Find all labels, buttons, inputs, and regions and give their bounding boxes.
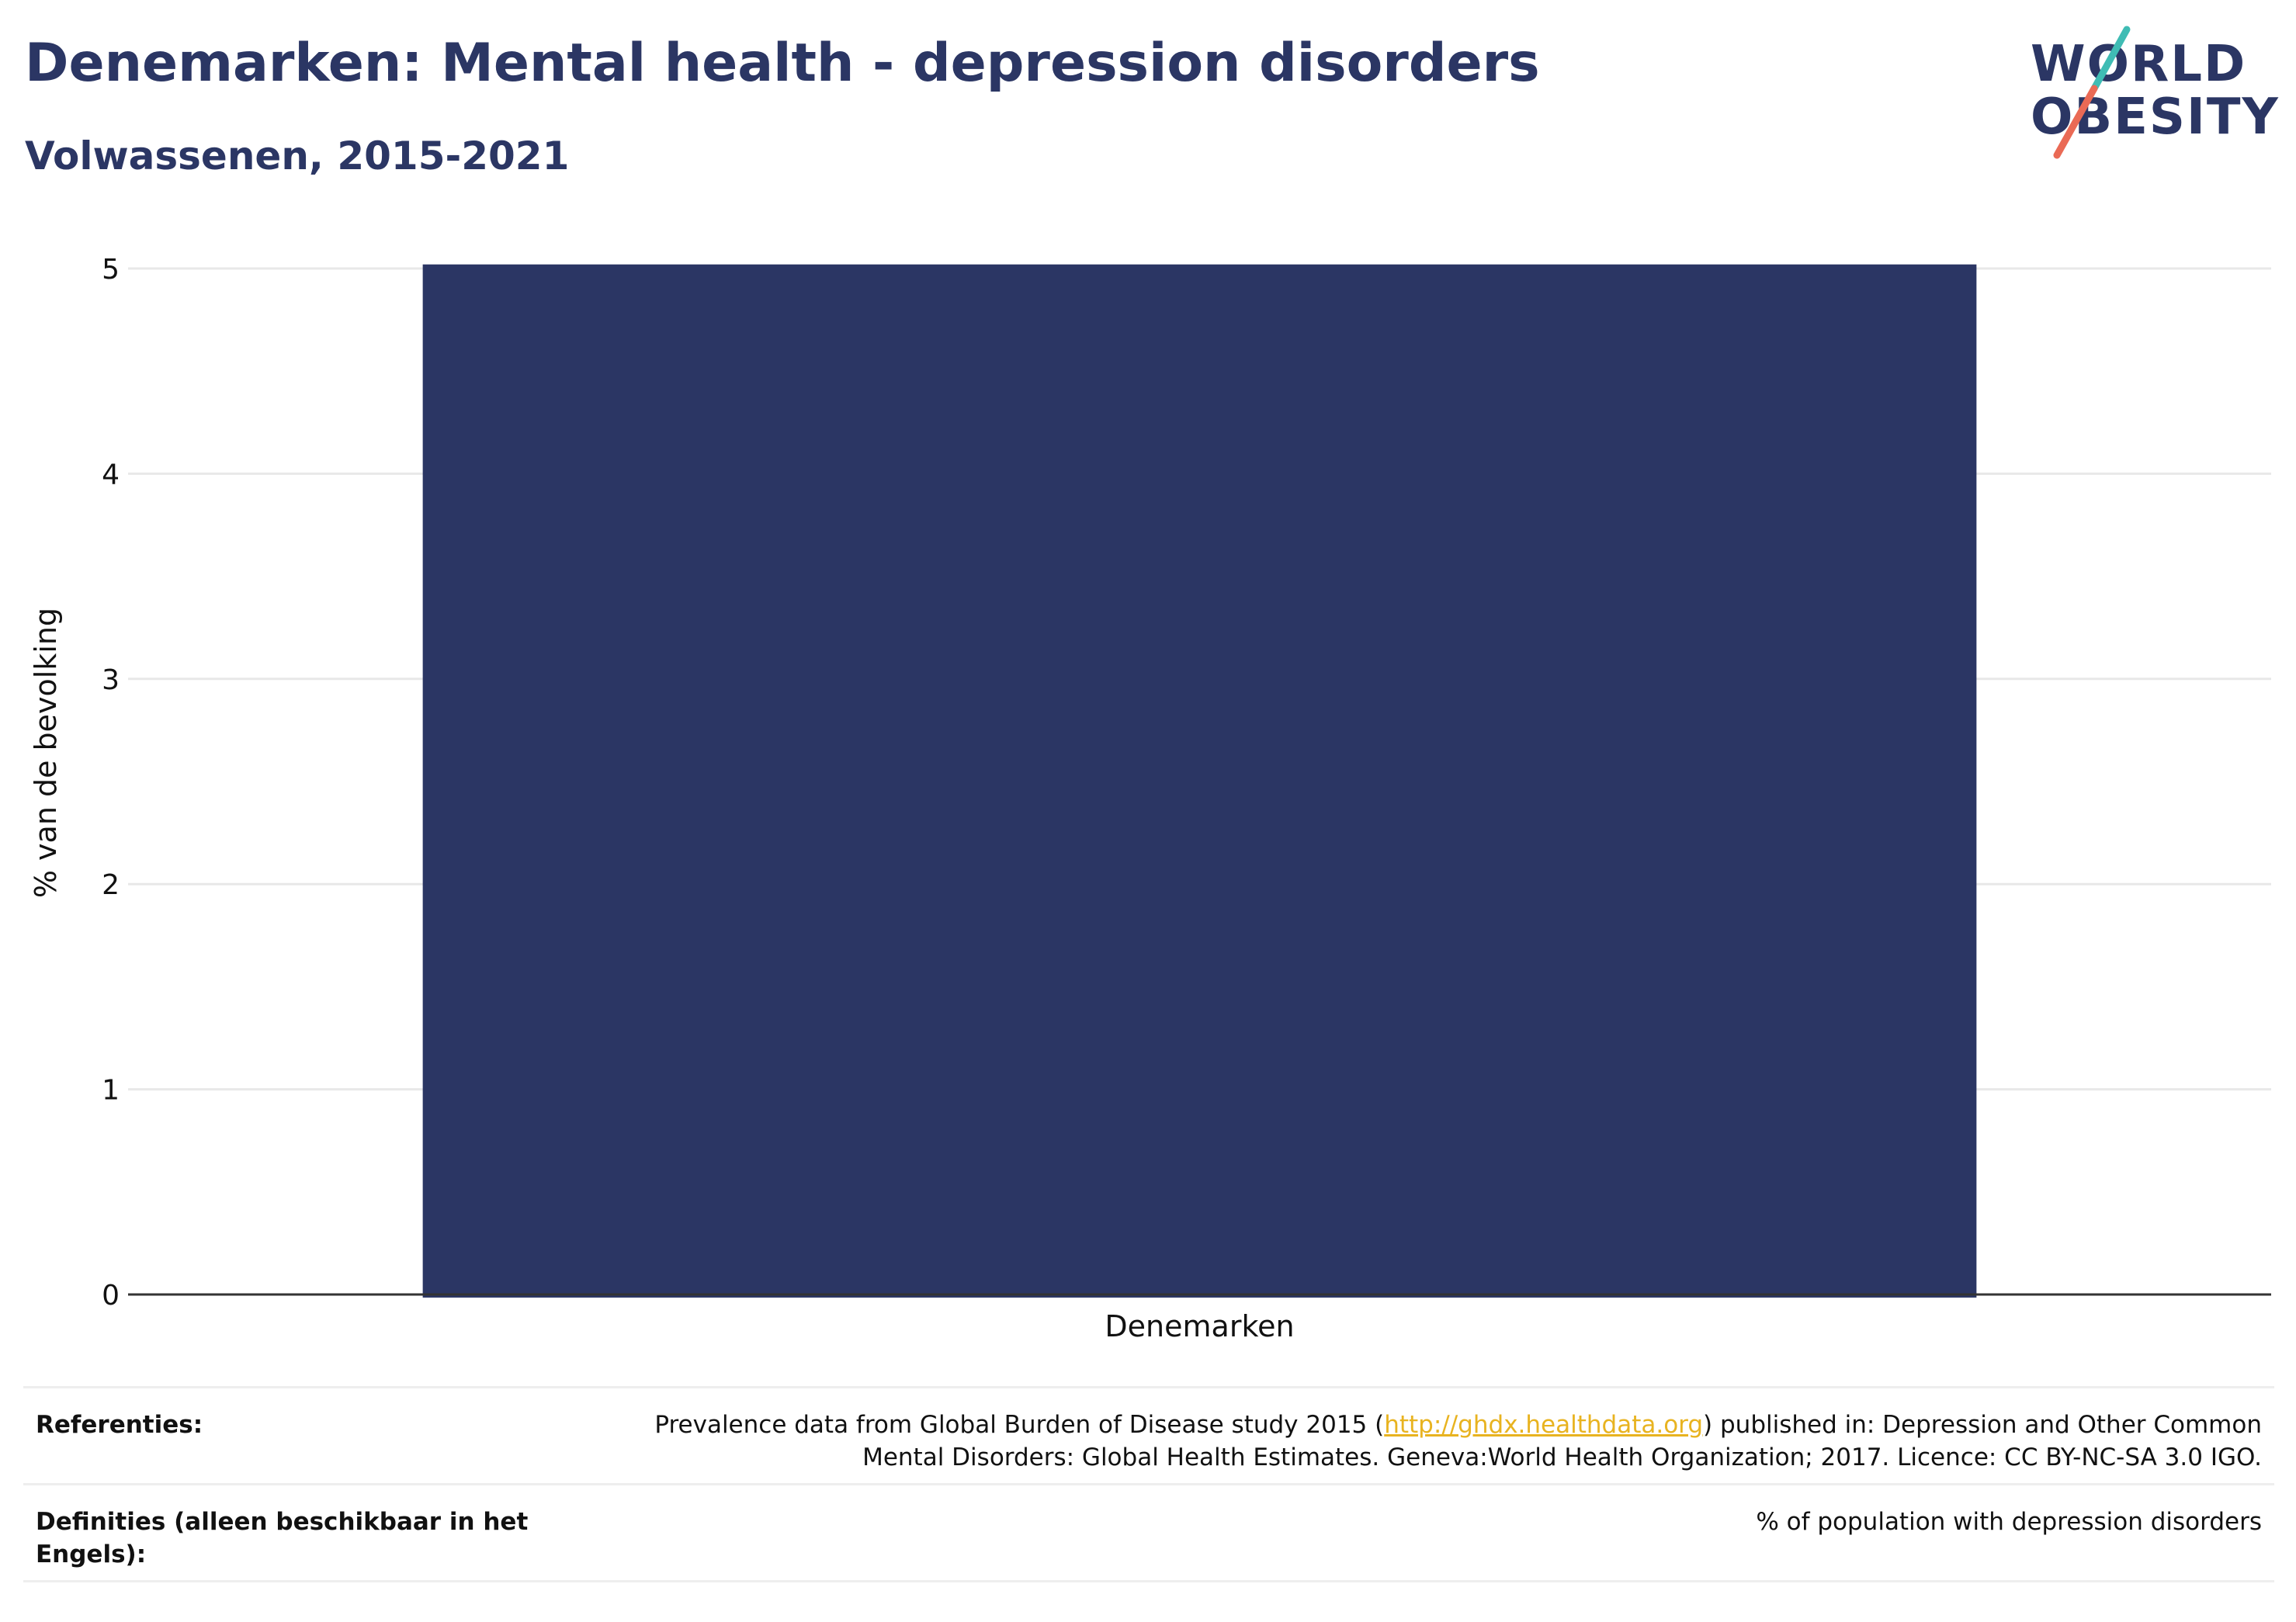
references-label: Referenties: bbox=[36, 1411, 203, 1439]
footer-divider bbox=[23, 1386, 2274, 1388]
bar-chart: 0 1 2 3 4 5 Denemarken % van de bevolking bbox=[29, 254, 2271, 1343]
logo-word-world: WORLD bbox=[2031, 36, 2247, 93]
bar-denemarken bbox=[422, 264, 1977, 1298]
definitions-text: % of population with depression disorder… bbox=[1756, 1508, 2262, 1536]
references-text-1: Prevalence data from Global Burden of Di… bbox=[654, 1411, 1385, 1439]
chart-title: Denemarken: Mental health - depression d… bbox=[25, 33, 1540, 94]
footer-divider bbox=[23, 1580, 2274, 1582]
y-tick-label: 2 bbox=[102, 869, 120, 901]
references-text-3: Mental Disorders: Global Health Estimate… bbox=[862, 1444, 2262, 1471]
y-tick-label: 3 bbox=[102, 664, 120, 696]
chart-subtitle: Volwassenen, 2015-2021 bbox=[25, 133, 570, 178]
definitions-row: Definities (alleen beschikbaar in het En… bbox=[23, 1485, 2274, 1580]
footer-divider bbox=[23, 1483, 2274, 1485]
logo-word-obesity: OBESITY bbox=[2031, 88, 2280, 146]
world-obesity-logo: WORLD OBESITY bbox=[2018, 23, 2282, 163]
references-row: Referenties: Prevalence data from Global… bbox=[23, 1388, 2274, 1483]
x-tick-labels: Denemarken bbox=[1105, 1309, 1294, 1343]
logo-slash-icon bbox=[2053, 26, 2131, 159]
y-tick-label: 4 bbox=[102, 459, 120, 490]
y-tick-label: 1 bbox=[102, 1075, 120, 1107]
definitions-label: Definities (alleen beschikbaar in het En… bbox=[36, 1506, 528, 1571]
y-axis-label: % van de bevolking bbox=[29, 608, 63, 898]
y-tick-label: 5 bbox=[102, 254, 120, 286]
y-tick-label: 0 bbox=[102, 1280, 120, 1312]
y-tick-labels: 0 1 2 3 4 5 bbox=[102, 254, 120, 1312]
references-link[interactable]: http://ghdx.healthdata.org bbox=[1384, 1411, 1704, 1439]
definitions-label-2: Engels): bbox=[36, 1541, 147, 1568]
references-text: Prevalence data from Global Burden of Di… bbox=[654, 1409, 2262, 1474]
footer: Referenties: Prevalence data from Global… bbox=[23, 1386, 2274, 1582]
x-tick-label: Denemarken bbox=[1105, 1309, 1294, 1343]
references-text-2: ) published in: Depression and Other Com… bbox=[1703, 1411, 2262, 1439]
bars bbox=[422, 264, 1977, 1298]
definitions-label-1: Definities (alleen beschikbaar in het bbox=[36, 1508, 529, 1536]
